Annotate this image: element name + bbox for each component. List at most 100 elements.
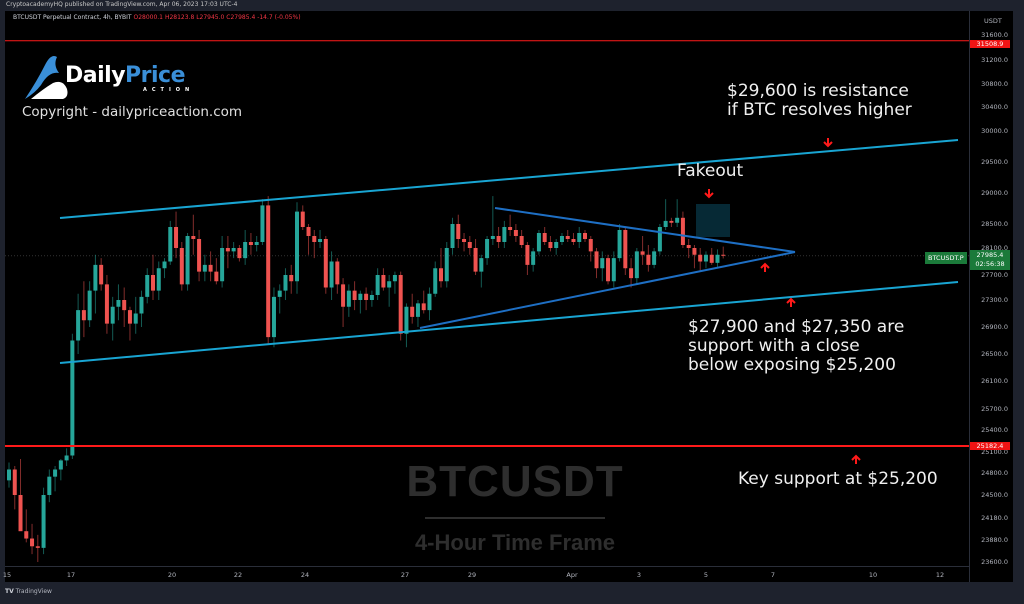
candle-body (623, 230, 628, 269)
candle-body (617, 230, 622, 259)
candle-body (185, 236, 190, 285)
time-tick: 15 (2, 571, 12, 579)
price-tick: 26500.0 (981, 350, 1008, 358)
support-line-1: $27,900 and $27,350 are (688, 317, 905, 337)
candle-body (559, 236, 564, 242)
candle-body (669, 220, 674, 223)
candle-body (433, 268, 438, 294)
candle-body (231, 248, 236, 252)
key-support-annotation: Key support at $25,200 (738, 469, 938, 489)
candle-body (174, 227, 179, 248)
candle-body (473, 248, 478, 272)
candle-body (490, 236, 495, 239)
candle-body (692, 248, 697, 255)
candle-body (323, 239, 328, 288)
candle-body (47, 476, 52, 495)
candle-body (145, 275, 150, 297)
time-tick: 12 (935, 571, 945, 579)
candle-body (496, 236, 501, 242)
candle-body (58, 460, 63, 470)
candle-body (162, 261, 167, 269)
watermark-timeframe: 4-Hour Time Frame (414, 530, 616, 555)
ohlc-legend: BTCUSDT Perpetual Contract, 4h, BYBIT O2… (13, 14, 301, 21)
candle-body (7, 469, 11, 481)
candle-body (415, 303, 420, 317)
candle-body (364, 293, 369, 300)
price-tick: 26100.0 (981, 377, 1008, 385)
candle-body (629, 268, 634, 279)
candle-body (392, 275, 397, 282)
candle-body (565, 236, 570, 239)
legend-symbol[interactable]: BTCUSDT Perpetual Contract, 4h, BYBIT (13, 14, 132, 21)
price-tick: 31200.0 (981, 56, 1008, 64)
candle-body (358, 293, 363, 300)
chart-frame[interactable]: BTCUSDT Perpetual Contract, 4h, BYBIT O2… (2, 11, 1014, 583)
triangle-upper (494, 207, 796, 253)
candle-body (410, 306, 415, 317)
triangle-lower (419, 251, 796, 329)
price-tick: 23600.0 (981, 558, 1008, 566)
candle-body (99, 264, 104, 285)
price-tick: 27700.0 (981, 271, 1008, 279)
price-tick: 28100.0 (981, 244, 1008, 252)
candle-body (646, 254, 651, 265)
candle-body (519, 236, 524, 245)
time-tick: Apr (566, 571, 578, 579)
candle-body (202, 264, 207, 272)
bar-countdown: 02:56:38 (975, 260, 1005, 268)
candle-body (467, 242, 472, 248)
time-tick: 22 (233, 571, 243, 579)
price-axis[interactable]: USDT 31600.0 31200.0 30800.0 30400.0 30000.0… (969, 11, 1014, 582)
watermark-divider (425, 517, 605, 519)
candle-body (398, 275, 403, 334)
candle-body (151, 275, 155, 291)
legend-close: C27985.4 (226, 14, 256, 21)
candle-body (306, 227, 311, 236)
candle-body (70, 340, 75, 456)
candle-body (381, 275, 386, 288)
candle-body (577, 233, 582, 242)
candle-body (698, 254, 703, 262)
candle-body (485, 239, 490, 259)
candle-body (525, 245, 530, 265)
candle-body (715, 254, 720, 263)
chart-plot-area[interactable]: BTCUSDT Perpetual Contract, 4h, BYBIT O2… (5, 11, 969, 566)
channel-lower (59, 281, 959, 364)
candle-body (548, 242, 553, 248)
price-axis-unit: USDT (984, 17, 1002, 25)
key-support-price-tag: 25182.4 (970, 442, 1010, 450)
candle-body (404, 306, 409, 334)
candle-body (318, 239, 323, 242)
candle-body (295, 211, 299, 282)
tradingview-logo-icon: TV (5, 588, 14, 595)
candle-body (369, 295, 374, 300)
fakeout-annotation: Fakeout (677, 161, 744, 181)
price-tick: 24500.0 (981, 491, 1008, 499)
candle-body (346, 290, 351, 307)
price-tick: 30400.0 (981, 103, 1008, 111)
candle-body (703, 254, 708, 262)
price-tick: 29500.0 (981, 158, 1008, 166)
price-tick: 30800.0 (981, 80, 1008, 88)
watermark-symbol: BTCUSDT (406, 457, 624, 506)
candle-body (214, 271, 219, 282)
candle-body (197, 239, 202, 272)
candle-body (508, 227, 513, 230)
candle-body (283, 275, 288, 291)
support-line-2: support with a close (688, 336, 860, 356)
candle-body (450, 224, 455, 248)
time-axis[interactable]: 15 17 20 22 24 27 29 Apr 3 5 7 10 12 (2, 566, 969, 583)
candle-body (243, 242, 248, 259)
candle-body (24, 531, 29, 539)
tradingview-footer[interactable]: TV TradingView (5, 588, 52, 595)
candle-body (375, 275, 380, 295)
candle-body (680, 217, 685, 245)
price-tick: 30000.0 (981, 127, 1008, 135)
support-annotation: $27,900 and $27,350 are support with a c… (688, 318, 904, 375)
candle-body (634, 251, 639, 279)
resistance-level-price-tag: 31508.9 (970, 40, 1010, 48)
legend-low: L27945.0 (196, 14, 225, 21)
candle-body (127, 310, 132, 324)
resistance-line-2: if BTC resolves higher (727, 100, 912, 120)
candle-body (133, 313, 138, 324)
